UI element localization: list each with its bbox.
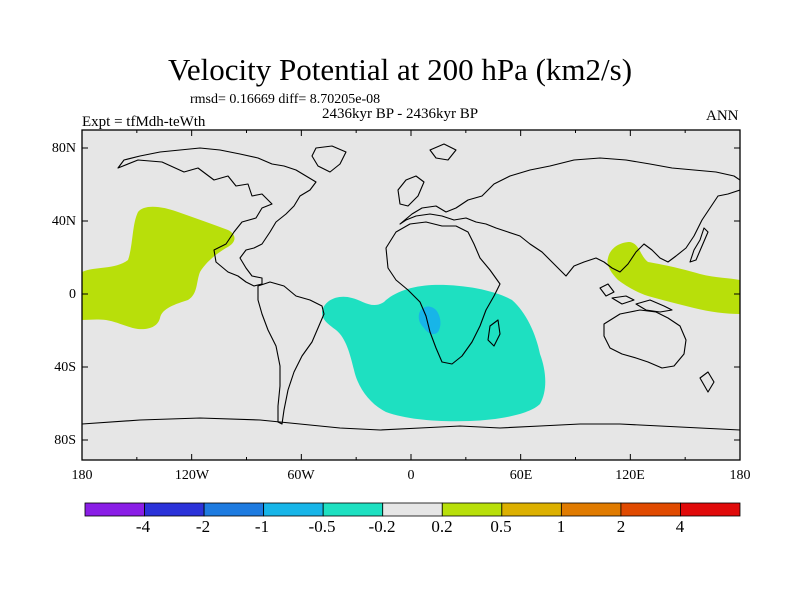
- lon-label-180e: 180: [729, 468, 751, 483]
- colorbar-label: -0.5: [308, 517, 336, 536]
- lon-label-0: 0: [407, 468, 415, 483]
- west-pacific-positive-region: [607, 242, 740, 314]
- lat-label-80s: 80S: [54, 433, 76, 448]
- period-text: 2436kyr BP - 2436kyr BP: [322, 106, 479, 122]
- central-africa-core-region: [418, 306, 441, 335]
- colorbar-label: -2: [195, 517, 211, 536]
- lon-label-120e: 120E: [615, 468, 645, 483]
- colorbar-label: 0.5: [490, 517, 512, 536]
- colorbar-label: 2: [616, 517, 626, 536]
- lon-label-120w: 120W: [174, 468, 210, 483]
- east-pacific-positive-region: [82, 206, 235, 330]
- season-text: ANN: [706, 108, 739, 124]
- south-atlantic-africa-negative-region: [322, 284, 546, 422]
- latitude-ticks: [82, 147, 740, 441]
- coastlines: [82, 143, 740, 431]
- longitude-ticks: [81, 130, 741, 460]
- lat-label-40s: 40S: [54, 360, 76, 375]
- colorbar-label: 1: [556, 517, 566, 536]
- lat-label-80n: 80N: [51, 141, 76, 156]
- plot-title: Velocity Potential at 200 hPa (km2/s): [167, 52, 633, 87]
- lon-label-60w: 60W: [287, 468, 315, 483]
- experiment-text: Expt = tfMdh-teWth: [82, 114, 206, 130]
- lat-label-40n: 40N: [51, 214, 76, 229]
- lon-label-60e: 60E: [509, 468, 533, 483]
- lon-label-180w: 180: [71, 468, 93, 483]
- colorbar-label: 4: [675, 517, 685, 536]
- colorbar-label: -4: [135, 517, 151, 536]
- colorbar-label: -0.2: [368, 517, 396, 536]
- colorbar-label: 0.2: [431, 517, 453, 536]
- lat-label-0: 0: [69, 287, 76, 302]
- colorbar-label: -1: [254, 517, 270, 536]
- stats-text: rmsd= 0.16669 diff= 8.70205e-08: [190, 92, 381, 107]
